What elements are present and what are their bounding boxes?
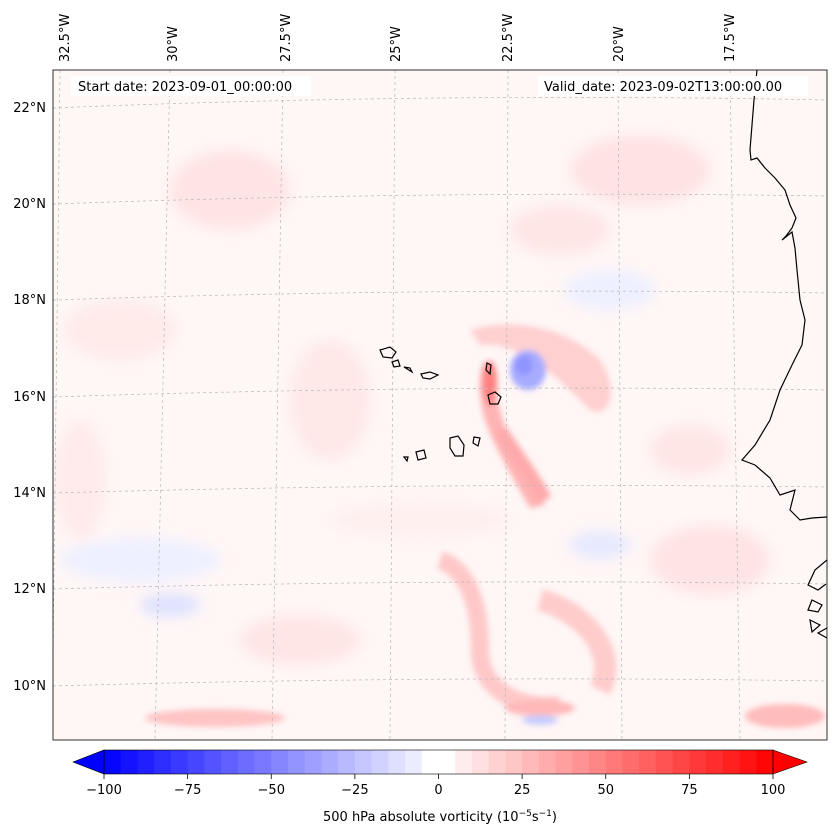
- colorbar-tick-label: −100: [86, 783, 122, 798]
- weak-anomalies: [55, 135, 770, 665]
- map-background: [53, 70, 827, 740]
- island-maio: [472, 436, 481, 447]
- colorbar-tick-label: −25: [341, 783, 368, 798]
- start-date-label: Start date: 2023-09-01_00:00:00: [78, 80, 292, 95]
- colorbar-tick-label: 0: [434, 783, 442, 798]
- coastlines: [379, 70, 827, 639]
- lon-label: 27.5°W: [279, 14, 294, 62]
- colorbar-cell: [287, 750, 306, 774]
- colorbar-cell: [589, 750, 607, 774]
- colorbar-cell: [237, 750, 256, 774]
- map-panel: [53, 70, 827, 740]
- island-boa-vista: [487, 391, 502, 405]
- longitude-labels: 32.5°W 30°W 27.5°W 25°W 22.5°W 20°W 17.5…: [58, 14, 738, 62]
- colorbar-ticks: −100 −75 −50 −25 0 25 50 75 100: [86, 774, 785, 798]
- island-sao-nicolau: [420, 371, 440, 380]
- colorbar-cell: [722, 750, 741, 774]
- guinea-coastline: [807, 559, 827, 639]
- colorbar-overflow-triangle: [772, 749, 808, 775]
- colorbar-cell: [639, 750, 657, 774]
- colorbar-cell: [170, 750, 189, 774]
- colorbar-tick-label: 50: [597, 783, 614, 798]
- main-vorticity-band: [145, 324, 825, 728]
- colorbar-cell: [572, 750, 590, 774]
- colorbar-cell: [756, 750, 774, 774]
- colorbar-cell: [505, 750, 523, 774]
- lon-label: 32.5°W: [58, 14, 73, 62]
- colorbar-tick-label: 75: [681, 783, 698, 798]
- colorbar-cell: [522, 750, 540, 774]
- lon-label: 20°W: [612, 26, 627, 62]
- colorbar-cell: [438, 750, 456, 774]
- colorbar-cell: [254, 750, 272, 774]
- colorbar-cell: [388, 750, 406, 774]
- lat-label: 14°N: [13, 486, 46, 501]
- colorbar-cell: [405, 750, 423, 774]
- colorbar-cell: [421, 750, 440, 774]
- colorbar-cell: [538, 750, 557, 774]
- lat-label: 18°N: [13, 293, 46, 308]
- colorbar-cell: [655, 750, 674, 774]
- colorbar-tick-label: 25: [514, 783, 531, 798]
- colorbar-cell: [321, 750, 339, 774]
- colorbar-tick-label: −75: [174, 783, 201, 798]
- colorbar-cells: [104, 750, 774, 774]
- island-brava: [402, 456, 409, 463]
- colorbar-cell: [204, 750, 222, 774]
- colorbar-cell: [622, 750, 640, 774]
- colorbar-cell: [120, 750, 139, 774]
- island-fogo: [415, 449, 427, 461]
- colorbar-cell: [154, 750, 172, 774]
- start-date-box: [71, 76, 311, 96]
- colorbar-cell: [605, 750, 624, 774]
- colorbar-cell: [471, 750, 490, 774]
- colorbar-cell: [371, 750, 389, 774]
- colorbar-cell: [304, 750, 323, 774]
- valid-date-box: [538, 76, 808, 96]
- colorbar-tick-label: −50: [258, 783, 285, 798]
- lon-label: 30°W: [166, 26, 181, 62]
- valid-date-label: Valid_date: 2023-09-02T13:00:00.00: [544, 80, 782, 95]
- map-frame: [52, 69, 828, 741]
- colorbar: −100 −75 −50 −25 0 25 50 75 100 500 hPa absolute…: [72, 749, 808, 825]
- colorbar-cell: [221, 750, 239, 774]
- colorbar-cell: [555, 750, 573, 774]
- colorbar-underflow-triangle: [72, 749, 105, 775]
- colorbar-cell: [137, 750, 155, 774]
- island-santo-antao: [379, 346, 397, 359]
- colorbar-cell: [271, 750, 289, 774]
- colorbar-cell: [354, 750, 373, 774]
- island-sao-vicente: [391, 359, 401, 368]
- colorbar-cell: [488, 750, 507, 774]
- colorbar-cell: [104, 750, 122, 774]
- island-santiago: [449, 435, 465, 457]
- lat-label: 22°N: [13, 101, 46, 116]
- latitude-labels: 22°N 20°N 18°N 16°N 14°N 12°N 10°N: [13, 101, 46, 694]
- lat-label: 16°N: [13, 390, 46, 405]
- colorbar-cell: [672, 750, 690, 774]
- lat-label: 12°N: [13, 582, 46, 597]
- island-santa-luzia: [403, 366, 414, 374]
- lon-label: 22.5°W: [501, 14, 516, 62]
- colorbar-cell: [739, 750, 757, 774]
- colorbar-cell: [689, 750, 707, 774]
- africa-coastline: [740, 70, 827, 521]
- colorbar-cell: [338, 750, 356, 774]
- lon-label: 17.5°W: [723, 14, 738, 62]
- colorbar-cell: [706, 750, 724, 774]
- colorbar-label: 500 hPa absolute vorticity (10−5s−1): [323, 809, 557, 825]
- lon-label: 25°W: [389, 26, 404, 62]
- colorbar-tick-label: 100: [761, 783, 786, 798]
- colorbar-cell: [187, 750, 205, 774]
- lat-label: 20°N: [13, 197, 46, 212]
- vorticity-field: [55, 135, 825, 728]
- colorbar-cell: [455, 750, 473, 774]
- island-sal: [485, 362, 492, 376]
- lat-label: 10°N: [13, 679, 46, 694]
